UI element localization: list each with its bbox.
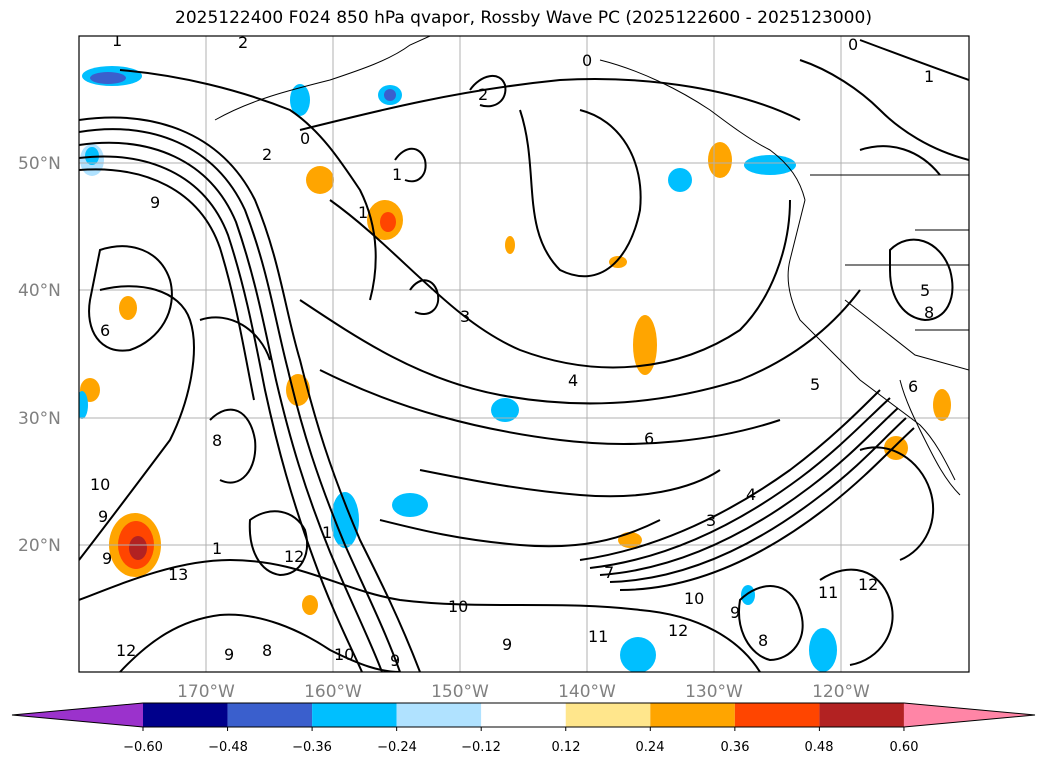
colorbar-segment: [650, 703, 735, 727]
contour-label: 11: [588, 627, 608, 646]
colorbar-tick: −0.48: [208, 740, 248, 755]
contour-label: 5: [920, 281, 930, 300]
contour-label: 10: [334, 645, 354, 664]
contour-label: 2: [478, 85, 488, 104]
contour-label: 7: [604, 563, 614, 582]
contour-label: 1: [392, 165, 402, 184]
contour-label: 9: [502, 635, 512, 654]
contour-label: 6: [100, 321, 110, 340]
lon-label-150w: 150°W: [431, 682, 489, 702]
colorbar-tick: −0.24: [377, 740, 417, 755]
colorbar-segment: [396, 703, 482, 727]
contour-label: 10: [448, 597, 468, 616]
colorbar-tick: 0.12: [552, 740, 581, 755]
contour-label: 1: [112, 31, 122, 50]
contours: [79, 39, 969, 672]
colorbar-segment: [903, 703, 1035, 727]
contour-label: 4: [746, 485, 756, 504]
contour-label: 12: [858, 575, 878, 594]
contour-label: 0: [848, 35, 858, 54]
colorbar-tick-labels: −0.60 −0.48 −0.36 −0.24 −0.12 0.12 0.24 …: [123, 740, 918, 755]
lat-label-20n: 20°N: [18, 536, 61, 556]
colorbar-segment: [734, 703, 820, 727]
contour-label: 0: [582, 51, 592, 70]
colorbar: [11, 702, 1036, 731]
contour-label: 13: [168, 565, 188, 584]
lon-label-130w: 130°W: [685, 682, 743, 702]
contour-label: 8: [924, 303, 934, 322]
lat-label-50n: 50°N: [18, 154, 61, 174]
longitude-labels: 170°W 160°W 150°W 140°W 130°W 120°W: [177, 682, 870, 702]
colorbar-tick: 0.60: [890, 740, 919, 755]
contour-label: 9: [390, 651, 400, 670]
lon-label-140w: 140°W: [558, 682, 616, 702]
contour-label: 12: [116, 641, 136, 660]
map-title: 2025122400 F024 850 hPa qvapor, Rossby W…: [175, 8, 872, 28]
contour-label: 6: [644, 429, 654, 448]
lon-label-160w: 160°W: [304, 682, 362, 702]
contour-label: 3: [706, 511, 716, 530]
lat-label-30n: 30°N: [18, 409, 61, 429]
colorbar-tick: 0.24: [636, 740, 665, 755]
lat-label-40n: 40°N: [18, 281, 61, 301]
contour-label: 1: [322, 523, 332, 542]
colorbar-segment: [312, 703, 397, 727]
map-panel: 1 2 2 0 0 1 9 1 2 1 0 3 4 6 5 6 8 9 5 6 …: [79, 31, 969, 672]
contour-label: 10: [684, 589, 704, 608]
contour-label: 8: [758, 631, 768, 650]
contour-label: 12: [284, 547, 304, 566]
contour-label: 2: [238, 33, 248, 52]
contour-label: 5: [810, 375, 820, 394]
contour-label: 9: [150, 193, 160, 212]
contour-label: 0: [300, 129, 310, 148]
contour-labels: 1 2 2 0 0 1 9 1 2 1 0 3 4 6 5 6 8 9 5 6 …: [90, 31, 934, 670]
contour-label: 11: [818, 583, 838, 602]
contour-label: 3: [460, 307, 470, 326]
contour-label: 12: [668, 621, 688, 640]
contour-label: 10: [90, 475, 110, 494]
contour-label: 4: [568, 371, 578, 390]
colorbar-segment: [565, 703, 651, 727]
colorbar-tick: −0.60: [123, 740, 163, 755]
map-frame: [78, 35, 970, 673]
contour-label: 9: [102, 549, 112, 568]
colorbar-segment: [143, 703, 228, 727]
contour-label: 1: [924, 67, 934, 86]
lon-label-170w: 170°W: [177, 682, 235, 702]
colorbar-tick: 0.36: [721, 740, 750, 755]
lon-label-120w: 120°W: [812, 682, 870, 702]
contour-label: 9: [730, 603, 740, 622]
contour-label: 8: [212, 431, 222, 450]
colorbar-tick: 0.48: [805, 740, 834, 755]
colorbar-segment: [12, 703, 143, 727]
contour-label: 8: [262, 641, 272, 660]
contour-label: 9: [224, 645, 234, 664]
latitude-labels: 50°N 40°N 30°N 20°N: [18, 154, 61, 556]
contour-label: 2: [262, 145, 272, 164]
contour-label: 1: [358, 203, 368, 222]
colorbar-segment: [819, 703, 904, 727]
colorbar-tick: −0.12: [461, 740, 501, 755]
colorbar-segment: [227, 703, 313, 727]
contour-label: 9: [98, 507, 108, 526]
contour-label: 1: [212, 539, 222, 558]
colorbar-tick: −0.36: [292, 740, 332, 755]
colorbar-segment: [481, 703, 566, 727]
contour-label: 6: [908, 377, 918, 396]
